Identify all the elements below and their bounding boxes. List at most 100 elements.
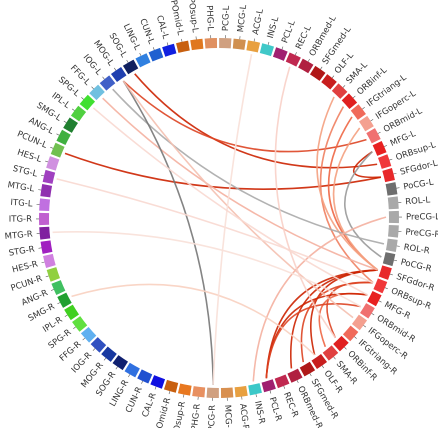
- region-segment-orbinf-l: [341, 93, 358, 109]
- region-tick-rec-l: [295, 52, 297, 56]
- region-segment-orbmid-r: [360, 303, 375, 319]
- region-label-precg-l: PreCG-L: [406, 212, 438, 222]
- region-tick-smg-l: [63, 120, 67, 123]
- region-segment-itg-l: [39, 198, 51, 212]
- link-mfg-l-to-pocg-r: [343, 151, 382, 258]
- region-label-pcg-l: PCG-L: [221, 5, 232, 31]
- region-label-pocg-r: PoCG-R: [400, 257, 433, 274]
- region-segment-hes-l: [46, 156, 60, 171]
- region-segment-ipl-l: [70, 105, 87, 122]
- region-segment-orbmed-l: [298, 58, 314, 74]
- region-segment-ins-r: [248, 383, 262, 396]
- region-label-ins-r: INS-R: [252, 400, 267, 425]
- region-segment-phg-l: [204, 38, 218, 49]
- region-segment-pcun-l: [50, 142, 65, 158]
- region-tick-orbsup-r: [384, 287, 388, 290]
- region-tick-sma-l: [342, 85, 346, 88]
- region-tick-ifgtriang-r: [354, 336, 357, 339]
- region-label-pcg-r: PCG-R: [207, 405, 218, 428]
- region-segment-tpomid-r: [163, 379, 179, 393]
- region-segment-ang-l: [56, 129, 71, 146]
- region-label-stg-l: STG-L: [12, 164, 39, 180]
- region-tick-pocg-r: [393, 259, 397, 262]
- region-segment-sfgdor-r: [378, 265, 392, 280]
- link-sma-l-to-sfgdor-r: [316, 96, 379, 271]
- region-segment-sma-l: [331, 83, 348, 99]
- region-tick-sog-l: [126, 59, 129, 63]
- region-segment-sfgmed-r: [299, 361, 316, 377]
- region-tick-tpomid-l: [181, 38, 183, 42]
- region-segment-ffg-l: [89, 84, 105, 101]
- region-tick-olf-l: [331, 75, 335, 79]
- region-tick-mog-l: [113, 67, 117, 71]
- region-segment-cun-r: [137, 369, 153, 384]
- region-tick-pcl-l: [281, 46, 284, 50]
- region-segment-mtg-r: [39, 226, 51, 240]
- region-segment-phg-r: [192, 386, 206, 398]
- region-tick-iog-r: [92, 348, 96, 351]
- link-mfg-r-to-spg-l: [92, 107, 368, 296]
- region-tick-orbinf-l: [352, 95, 356, 99]
- region-label-tposup-l: TPOsup-L: [185, 0, 200, 33]
- region-label-precg-r: PreCG-R: [405, 228, 438, 241]
- region-label-mfg-l: MFG-L: [389, 129, 418, 149]
- region-segment-ang-r: [51, 280, 66, 296]
- region-tick-mog-r: [103, 357, 107, 361]
- region-segment-pocg-l: [385, 182, 398, 196]
- region-tick-iog-l: [102, 76, 105, 80]
- region-label-acg-l: ACG-L: [251, 8, 266, 36]
- region-tick-mfg-l: [384, 145, 388, 147]
- region-tick-smg-r: [57, 302, 61, 305]
- link-orbmid-r-to-pcl-r: [265, 303, 361, 379]
- region-label-ins-l: INS-L: [266, 15, 282, 39]
- region-label-mtg-r: MTG-R: [4, 230, 33, 242]
- link-acg-l-to-pcg-r: [212, 54, 253, 385]
- region-label-pcl-l: PCL-L: [280, 19, 298, 45]
- region-tick-ifgoperc-r: [363, 325, 367, 328]
- region-tick-ang-r: [50, 289, 54, 291]
- link-ifgoperc-r-to-mog-l: [122, 80, 354, 319]
- region-label-pcl-r: PCL-R: [267, 396, 284, 423]
- region-tick-orbmed-r: [296, 380, 299, 384]
- region-segment-ffg-r: [80, 327, 97, 343]
- region-tick-orbmid-l: [377, 131, 381, 134]
- region-segment-orbmid-l: [366, 128, 381, 144]
- region-tick-ling-l: [139, 52, 142, 56]
- region-segment-spg-l: [79, 94, 96, 111]
- region-tick-rec-r: [283, 385, 286, 389]
- link-olf-r-to-smg-r: [71, 283, 316, 356]
- region-segment-pocg-r: [382, 252, 396, 267]
- region-segment-spg-r: [72, 316, 88, 332]
- region-tick-ang-l: [56, 133, 60, 136]
- region-segment-smg-l: [63, 117, 78, 133]
- region-tick-sfgmed-l: [320, 66, 323, 70]
- region-label-phg-l: PHG-L: [204, 5, 215, 32]
- region-label-hes-r: HES-R: [11, 259, 39, 275]
- region-tick-sfgmed-r: [309, 373, 312, 377]
- region-segment-sfgdor-l: [382, 168, 395, 183]
- region-segment-pcl-r: [261, 379, 276, 393]
- region-segment-hes-r: [43, 253, 56, 268]
- link-orbmid-r-to-mtg-r: [52, 231, 362, 308]
- region-label-pocg-l: PoCG-L: [403, 178, 435, 193]
- region-label-hes-l: HES-L: [16, 148, 43, 165]
- region-segment-cun-l: [148, 47, 164, 62]
- region-segment-ifgtriang-l: [350, 104, 366, 120]
- region-tick-cal-r: [154, 386, 157, 390]
- region-label-phg-r: PHG-R: [190, 403, 203, 428]
- region-tick-pcl-r: [269, 390, 272, 394]
- region-segment-tposup-r: [177, 383, 192, 396]
- region-tick-sma-r: [333, 356, 336, 360]
- link-orbsup-r-to-sfgmed-r: [300, 281, 374, 363]
- region-segment-tpomid-l: [176, 40, 190, 53]
- region-tick-mfg-r: [378, 300, 382, 303]
- region-label-itg-r: ITG-R: [9, 215, 32, 225]
- region-segment-mtg-l: [40, 184, 53, 198]
- region-tick-ipl-l: [71, 108, 75, 111]
- region-tick-sog-r: [115, 366, 118, 370]
- region-segment-itg-r: [39, 212, 50, 226]
- region-segment-tposup-l: [190, 38, 204, 51]
- link-orbsup-l-to-sog-l: [134, 73, 378, 169]
- region-segment-pcl-l: [272, 47, 288, 61]
